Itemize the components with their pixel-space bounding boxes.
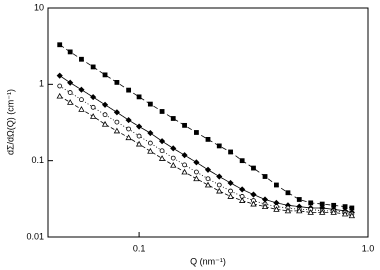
- marker: [90, 104, 96, 110]
- marker: [79, 56, 84, 62]
- marker: [125, 117, 132, 124]
- series-line: [59, 44, 352, 209]
- marker: [330, 209, 337, 215]
- marker: [113, 109, 120, 116]
- marker: [90, 64, 96, 70]
- marker: [78, 86, 85, 93]
- marker: [262, 174, 268, 179]
- marker: [57, 42, 63, 48]
- y-tick-label: 1: [39, 79, 44, 89]
- marker: [136, 123, 143, 130]
- marker: [348, 212, 356, 219]
- marker: [296, 207, 303, 214]
- marker: [147, 140, 153, 146]
- marker: [56, 92, 63, 99]
- marker: [78, 106, 85, 112]
- marker: [205, 176, 211, 182]
- marker: [228, 149, 233, 155]
- x-tick-label: 1.0: [362, 243, 375, 253]
- marker: [67, 99, 74, 105]
- x-tick-label: 0.1: [133, 243, 146, 253]
- marker: [67, 79, 74, 86]
- marker: [135, 140, 143, 147]
- marker: [114, 80, 120, 85]
- series-line: [59, 75, 352, 213]
- marker: [136, 133, 142, 139]
- marker: [136, 94, 142, 100]
- marker: [125, 134, 132, 141]
- marker: [170, 116, 176, 121]
- marker: [147, 129, 154, 137]
- marker: [159, 138, 166, 145]
- marker: [205, 136, 211, 142]
- marker: [182, 122, 187, 128]
- marker: [216, 173, 223, 180]
- marker: [216, 187, 223, 194]
- y-tick-label: 10: [34, 2, 44, 12]
- marker: [308, 200, 314, 206]
- marker: [204, 181, 212, 188]
- y-tick-label: 0.1: [31, 155, 44, 165]
- marker: [261, 196, 269, 203]
- marker: [182, 162, 187, 168]
- marker: [147, 147, 154, 154]
- marker: [170, 155, 176, 161]
- marker: [273, 206, 280, 212]
- marker: [170, 161, 177, 168]
- marker: [238, 197, 246, 203]
- marker: [193, 159, 200, 166]
- marker: [57, 83, 63, 89]
- marker: [114, 119, 120, 125]
- marker: [296, 197, 302, 202]
- marker: [274, 182, 279, 188]
- marker: [307, 209, 314, 215]
- marker: [251, 165, 256, 171]
- series-line: [59, 95, 352, 217]
- marker: [170, 145, 177, 152]
- marker: [319, 209, 326, 215]
- marker: [227, 193, 234, 199]
- marker: [113, 127, 121, 134]
- marker: [250, 200, 257, 207]
- marker: [67, 49, 73, 55]
- marker: [181, 152, 188, 159]
- y-tick-label: 0.01: [26, 231, 44, 241]
- marker: [216, 143, 222, 149]
- marker: [285, 190, 291, 196]
- marker: [239, 186, 246, 193]
- marker: [101, 101, 109, 108]
- marker: [126, 87, 132, 93]
- marker: [102, 112, 108, 118]
- marker: [250, 191, 257, 198]
- marker: [216, 182, 222, 188]
- marker: [158, 155, 166, 161]
- x-axis-label: Q (nm⁻¹): [190, 256, 226, 266]
- marker: [56, 72, 63, 79]
- marker: [194, 130, 199, 135]
- marker: [204, 166, 212, 173]
- marker: [239, 158, 245, 164]
- marker: [126, 126, 132, 132]
- y-axis-label: dΣ/dΩ(Q) (cm⁻¹): [5, 89, 15, 155]
- marker: [79, 97, 84, 103]
- plot-frame: [47, 7, 369, 238]
- marker: [101, 120, 109, 127]
- marker: [90, 94, 97, 101]
- marker: [102, 72, 108, 78]
- marker: [193, 175, 200, 182]
- marker: [159, 148, 165, 154]
- marker: [227, 179, 234, 187]
- marker: [341, 210, 349, 217]
- marker: [181, 168, 188, 175]
- marker: [228, 188, 233, 194]
- marker: [89, 113, 97, 119]
- marker: [147, 101, 153, 107]
- marker: [194, 169, 199, 175]
- marker: [284, 207, 292, 214]
- marker: [159, 109, 165, 114]
- marker: [261, 203, 269, 210]
- marker: [67, 90, 73, 95]
